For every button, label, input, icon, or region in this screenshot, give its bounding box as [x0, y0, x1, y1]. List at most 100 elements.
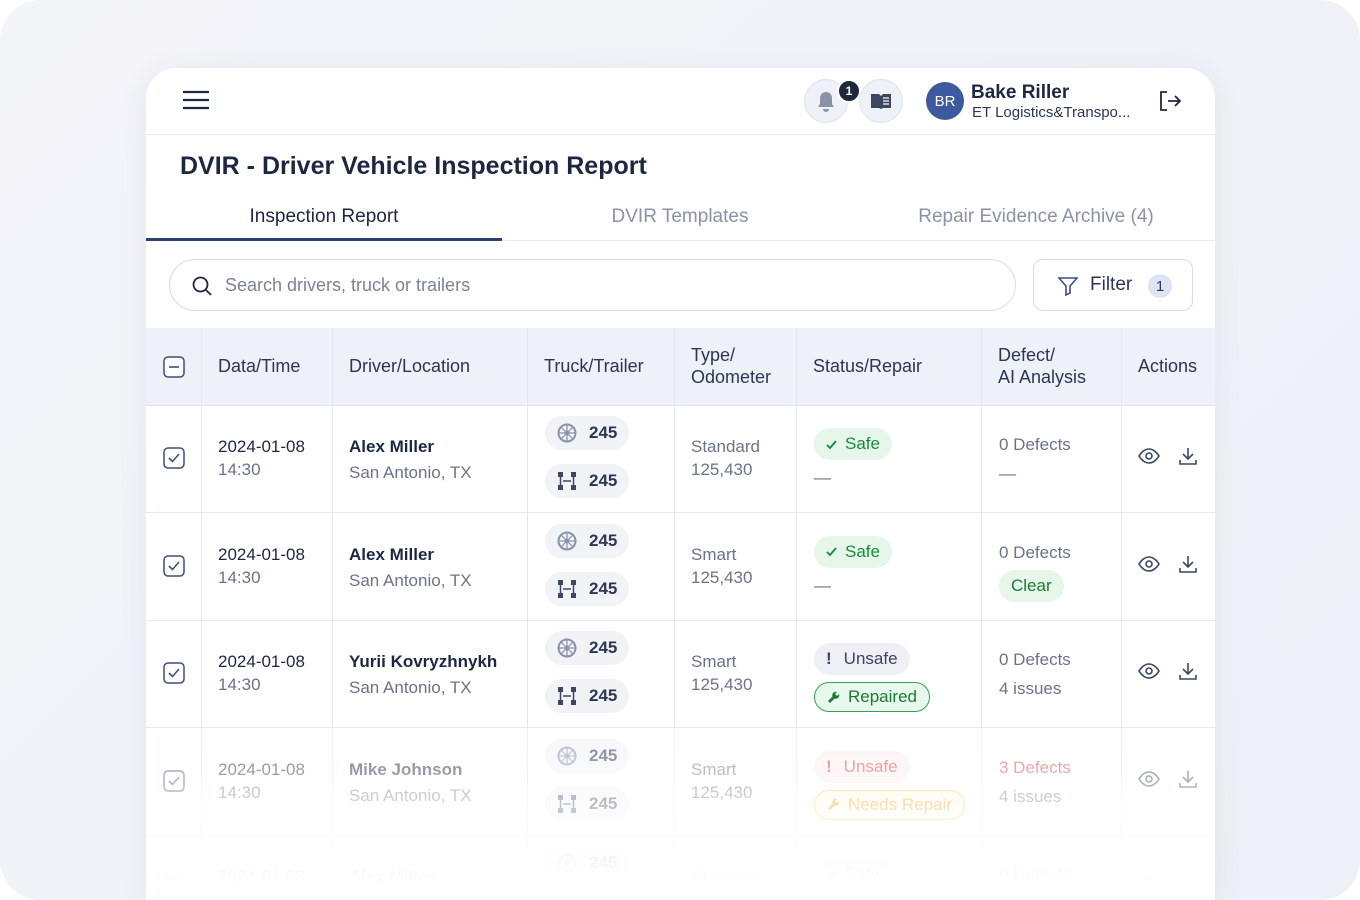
- column-divider: [1121, 620, 1122, 727]
- download-button[interactable]: [1179, 447, 1197, 470]
- column-divider: [201, 512, 202, 620]
- search-placeholder: Search drivers, truck or trailers: [225, 275, 471, 295]
- defect-count: 0 Defects: [999, 542, 1071, 562]
- column-header: Actions: [1138, 355, 1197, 377]
- trailer-pill-number: 245: [589, 471, 618, 490]
- column-header-text: Type/: [691, 345, 736, 365]
- column-divider: [674, 328, 675, 405]
- tab[interactable]: DVIR Templates: [611, 206, 749, 227]
- column-header: Type/Odometer: [691, 344, 771, 388]
- inspection-type: Standard: [691, 437, 760, 456]
- driver-name: Alex Miller: [349, 544, 435, 564]
- top-bar: 1 BR Bake Riller ET Logistics&Transpo...: [146, 68, 1215, 135]
- trailer-pill: 245: [545, 571, 630, 606]
- column-divider: [981, 512, 982, 620]
- status-badge: !Unsafe: [814, 643, 910, 675]
- column-divider: [527, 620, 528, 727]
- column-header: Data/Time: [218, 355, 300, 377]
- search-icon: [192, 276, 212, 296]
- truck-pill-number: 245: [589, 423, 618, 442]
- repair-badge-text: Repaired: [848, 687, 917, 706]
- search-box[interactable]: Search drivers, truck or trailers: [169, 259, 1016, 311]
- view-button[interactable]: [1138, 663, 1160, 684]
- view-button[interactable]: [1138, 448, 1160, 469]
- fade-overlay: [146, 748, 1215, 900]
- column-divider: [674, 512, 675, 620]
- column-header-text: Driver/Location: [349, 356, 471, 376]
- table-row: 2024-01-08 14:30 Yurii Kovryzhnykh San Anto…: [146, 620, 1215, 728]
- column-header: Truck/Trailer: [544, 355, 644, 377]
- column-divider: [527, 405, 528, 512]
- inspection-type: Smart: [691, 544, 737, 564]
- company-name: ET Logistics&Transpo...: [972, 104, 1131, 121]
- date: 2024-01-08: [218, 652, 305, 671]
- column-divider: [201, 405, 202, 512]
- page-title: DVIR - Driver Vehicle Inspection Report: [180, 152, 647, 180]
- trailer-pill: 245: [545, 464, 630, 498]
- truck-pill: 245: [545, 523, 630, 558]
- tab[interactable]: Repair Evidence Archive (4): [918, 206, 1154, 227]
- column-divider: [981, 405, 982, 512]
- column-divider: [332, 328, 333, 405]
- repair-status: —: [814, 468, 831, 487]
- column-divider: [1121, 512, 1122, 620]
- row-checkbox[interactable]: [163, 554, 185, 582]
- driver-name: Alex Miller: [349, 437, 435, 456]
- column-header-text: Odometer: [691, 367, 772, 387]
- column-divider: [674, 405, 675, 512]
- defect-count: 0 Defects: [999, 650, 1071, 669]
- row-checkbox[interactable]: [163, 447, 185, 474]
- truck-pill: 245: [545, 631, 630, 665]
- status-badge-text: Safe: [845, 434, 880, 453]
- truck-pill-number: 245: [589, 638, 618, 657]
- select-all-checkbox[interactable]: [163, 356, 185, 378]
- table-row: 2024-01-08 14:30 Alex Miller San Antonio, T…: [146, 405, 1215, 513]
- analysis-badge: Clear: [999, 569, 1064, 602]
- truck-pill-number: 245: [589, 530, 618, 550]
- table-row: 2024-01-08 14:30 Alex Miller San Antonio, T…: [146, 512, 1215, 621]
- download-button[interactable]: [1179, 555, 1197, 578]
- notification-badge: 1: [837, 79, 861, 103]
- trailer-pill-number: 245: [589, 686, 618, 705]
- truck-pill: 245: [545, 416, 630, 450]
- filter-label: Filter: [1090, 274, 1133, 295]
- time: 14:30: [218, 460, 261, 479]
- time: 14:30: [218, 567, 261, 587]
- analysis-badge-text: Clear: [1011, 575, 1052, 595]
- driver-name: Yurii Kovryzhnykh: [349, 652, 498, 671]
- location: San Antonio, TX: [349, 678, 472, 697]
- column-divider: [674, 620, 675, 727]
- view-button[interactable]: [1138, 555, 1160, 577]
- download-button[interactable]: [1179, 662, 1197, 685]
- status-badge-text: Safe: [845, 541, 880, 561]
- column-header: Driver/Location: [349, 355, 470, 377]
- column-header-text: Truck/Trailer: [544, 356, 644, 376]
- status-badge: Safe: [814, 428, 892, 460]
- column-divider: [527, 512, 528, 620]
- column-divider: [981, 328, 982, 405]
- trailer-pill: 245: [545, 679, 630, 713]
- column-divider: [981, 620, 982, 727]
- tab[interactable]: Inspection Report: [249, 206, 399, 227]
- column-header-text: Defect/: [998, 345, 1056, 365]
- odometer: 125,430: [691, 675, 753, 694]
- column-divider: [201, 328, 202, 405]
- column-header-text: AI Analysis: [998, 367, 1087, 387]
- column-header-text: Actions: [1138, 356, 1198, 376]
- menu-button[interactable]: [183, 90, 209, 110]
- filter-icon: [1058, 277, 1078, 296]
- repair-badge: Repaired: [814, 682, 930, 712]
- filter-button[interactable]: Filter 1: [1033, 259, 1193, 311]
- column-divider: [332, 620, 333, 727]
- column-header-text: Data/Time: [218, 356, 301, 376]
- column-header: Status/Repair: [813, 355, 922, 377]
- column-divider: [1121, 405, 1122, 512]
- logout-button[interactable]: [1159, 91, 1181, 111]
- guide-button[interactable]: [859, 79, 903, 123]
- row-checkbox[interactable]: [163, 662, 185, 689]
- ai-analysis: —: [999, 464, 1016, 483]
- trailer-pill-number: 245: [589, 578, 618, 598]
- odometer: 125,430: [691, 460, 753, 479]
- status-badge-text: Unsafe: [843, 649, 898, 668]
